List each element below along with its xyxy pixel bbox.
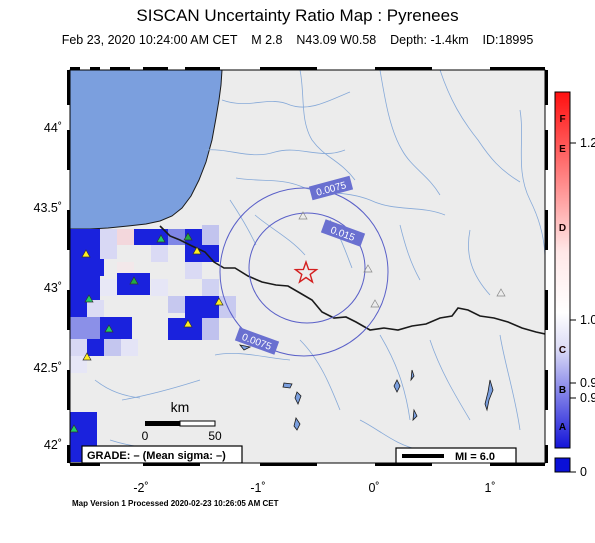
sea-area <box>70 70 222 229</box>
grade-text: GRADE: – (Mean sigma: –) <box>87 450 226 462</box>
lat-label: 42.5˚ <box>34 361 63 375</box>
lon-label: 1˚ <box>484 481 495 495</box>
station-marker <box>183 319 193 328</box>
station-marker <box>214 297 224 306</box>
colorbar-value: 0.9 <box>580 391 595 405</box>
station-marker <box>70 424 79 433</box>
map-frame <box>67 67 548 466</box>
lat-label: 44˚ <box>44 121 62 135</box>
colorbar-value: 0.9 <box>580 376 595 390</box>
event-subtitle: Feb 23, 2020 10:24:00 AM CET M 2.8 N43.0… <box>61 33 534 47</box>
colorbar-letter: D <box>559 223 566 234</box>
station-marker <box>129 276 139 285</box>
lat-labels: 44˚ 43.5˚ 43˚ 42.5˚ 42˚ <box>34 121 63 452</box>
scale-bar: km 0 50 <box>142 399 222 443</box>
scale-unit: km <box>171 399 190 415</box>
colorbar-letter: A <box>559 422 566 433</box>
colorbar-value: 1.2 <box>580 136 595 150</box>
contour-labels: 0.0075 0.015 0.0075 <box>234 175 366 355</box>
lat-label: 43.5˚ <box>34 201 63 215</box>
station-marker <box>104 324 114 333</box>
scale-end: 50 <box>208 429 222 443</box>
station-marker <box>84 294 94 303</box>
scale-start: 0 <box>142 429 149 443</box>
station-marker <box>81 249 91 258</box>
lon-label: -1˚ <box>250 481 265 495</box>
reservoirs <box>239 344 494 431</box>
lon-label: 0˚ <box>368 481 379 495</box>
lon-labels: -2˚ -1˚ 0˚ 1˚ <box>133 481 495 495</box>
station-marker <box>192 246 202 255</box>
map-title: SISCAN Uncertainty Ratio Map : Pyrenees <box>136 6 459 25</box>
colorbar-letter: B <box>559 385 566 396</box>
coastline <box>70 70 223 230</box>
station-marker <box>183 232 193 241</box>
colorbar-letter: C <box>559 345 566 356</box>
station-marker <box>82 352 92 361</box>
station-marker <box>298 211 308 220</box>
mi-legend-text: MI = 6.0 <box>455 451 495 463</box>
lat-label: 42˚ <box>44 438 62 452</box>
station-marker <box>370 299 380 308</box>
station-marker <box>363 264 373 273</box>
lat-label: 43˚ <box>44 281 62 295</box>
map-version-footer: Map Version 1 Processed 2020-02-23 10:26… <box>72 499 279 508</box>
lon-label: -2˚ <box>133 481 148 495</box>
grade-box: GRADE: – (Mean sigma: –) <box>81 445 243 463</box>
colorbar-letter: F <box>559 114 565 125</box>
colorbar: F E D C B A 1.2 1.0 0.9 0.9 0 <box>554 91 595 479</box>
station-marker <box>156 234 166 243</box>
colorbar-letter: E <box>559 144 566 155</box>
stations <box>70 211 506 433</box>
station-marker <box>496 288 506 297</box>
colorbar-value: 1.0 <box>580 313 595 327</box>
mi-legend: MI = 6.0 <box>395 447 517 463</box>
border-line <box>159 225 545 335</box>
epicenter-star-icon <box>293 259 319 284</box>
colorbar-value: 0 <box>580 465 587 479</box>
contour-lines <box>219 187 389 357</box>
